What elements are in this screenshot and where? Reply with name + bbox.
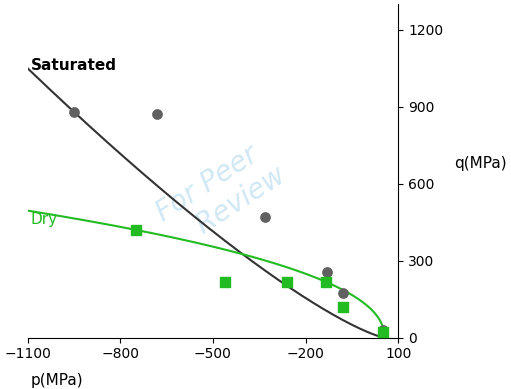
- Y-axis label: q(MPa): q(MPa): [454, 156, 507, 171]
- Point: [261, 214, 269, 220]
- Text: For Peer
   Review: For Peer Review: [151, 134, 291, 254]
- Point: [379, 327, 387, 333]
- Point: [323, 269, 331, 275]
- Text: Dry: Dry: [31, 212, 58, 227]
- Point: [153, 111, 161, 117]
- Text: Saturated: Saturated: [31, 58, 117, 73]
- Point: [321, 279, 330, 286]
- Point: [221, 279, 229, 286]
- Point: [339, 289, 347, 296]
- Point: [70, 109, 78, 115]
- Point: [132, 227, 140, 233]
- Text: p(MPa): p(MPa): [31, 373, 83, 389]
- Point: [379, 329, 387, 336]
- Point: [339, 304, 347, 310]
- Point: [283, 279, 291, 286]
